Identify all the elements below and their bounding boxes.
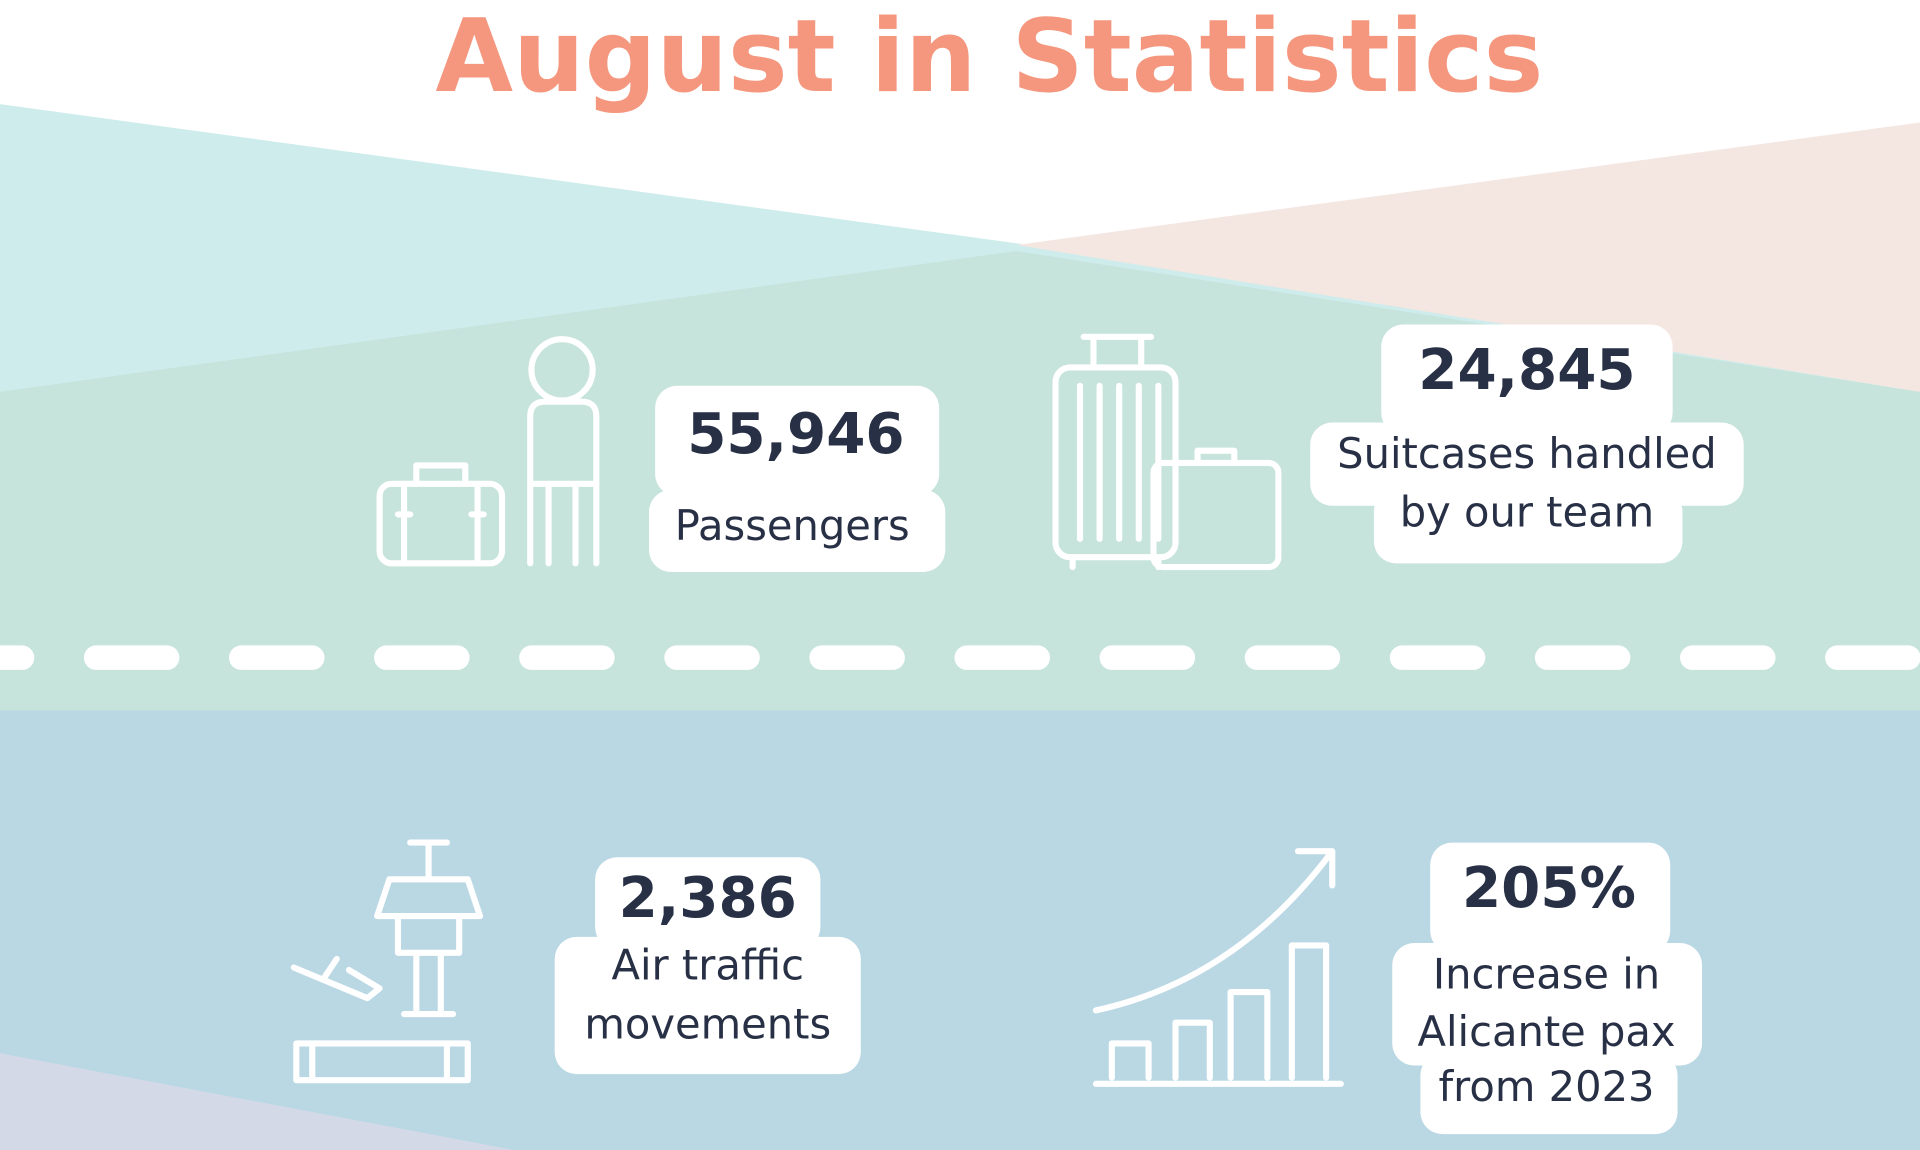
- pink-band: [1016, 122, 1920, 392]
- stat-label: Air traffic: [612, 941, 804, 990]
- dash: [954, 645, 1050, 670]
- card: [655, 385, 940, 497]
- stat-label: Passengers: [675, 501, 910, 550]
- dash: [1680, 645, 1776, 670]
- dash: [1389, 645, 1486, 670]
- card: [1392, 943, 1703, 1066]
- passenger-icon: [376, 336, 600, 567]
- stat-label: from 2023: [1439, 1062, 1655, 1111]
- dash: [83, 645, 180, 670]
- stat-label: Alicante pax: [1417, 1007, 1675, 1056]
- dash: [519, 645, 615, 670]
- dash: [1244, 645, 1341, 670]
- dash: [809, 645, 905, 670]
- growth-icon: [1092, 848, 1344, 1087]
- luggage-icon: [1052, 333, 1282, 571]
- stat-label: Increase in: [1433, 949, 1660, 998]
- stat-value: 55,946: [687, 402, 904, 467]
- dash: [228, 645, 325, 670]
- dash: [374, 645, 470, 670]
- stat-label: Suitcases handled: [1337, 429, 1717, 478]
- dash: [1099, 645, 1196, 670]
- card: [595, 857, 821, 950]
- dash: [1825, 645, 1920, 670]
- dash: [664, 645, 760, 670]
- stat-label: by our team: [1400, 488, 1654, 537]
- card: [1373, 489, 1683, 564]
- runway-dashes: [0, 645, 1920, 670]
- card: [554, 936, 861, 1075]
- card: [648, 489, 946, 572]
- card: [1310, 422, 1744, 506]
- stat-value: 24,845: [1418, 338, 1635, 403]
- stat-value: 2,386: [619, 866, 797, 931]
- dash: [0, 645, 35, 670]
- stat-label: movements: [584, 1000, 831, 1049]
- stat-value: 205%: [1462, 856, 1636, 921]
- title: August in Statistics: [435, 0, 1543, 115]
- tower-icon: [290, 839, 484, 1084]
- card: [1381, 324, 1673, 435]
- card: [1430, 842, 1671, 953]
- dash: [1534, 645, 1631, 670]
- card: [1420, 1053, 1678, 1135]
